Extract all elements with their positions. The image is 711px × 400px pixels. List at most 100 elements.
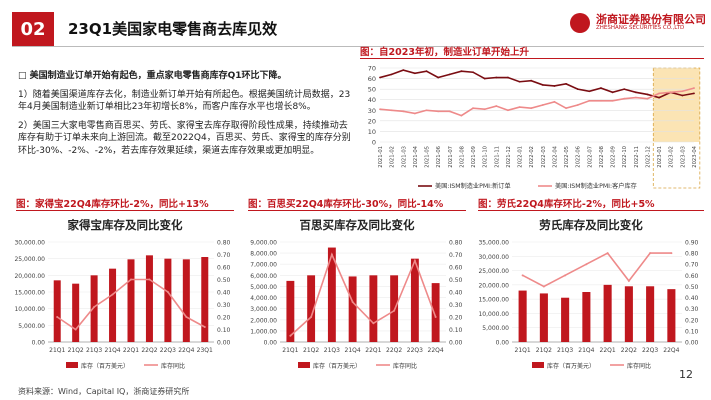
data-point (553, 100, 556, 103)
data-point (669, 91, 672, 94)
bar (624, 286, 633, 342)
y-tick-label: 30 (368, 107, 376, 115)
x-tick-label: 2021-12 (506, 146, 512, 168)
left-y-tick-label: 0.00 (264, 340, 278, 347)
left-y-tick-label: 2,000.00 (250, 317, 277, 324)
yoy-point (56, 316, 59, 318)
right-y-tick-label: 0.70 (685, 262, 699, 269)
x-tick-label: 22Q2 (386, 347, 402, 354)
bar (369, 275, 378, 342)
data-point (541, 104, 544, 106)
data-point (576, 88, 579, 91)
data-point (530, 79, 533, 82)
x-tick-label: 2023-02 (669, 146, 675, 168)
left-y-tick-label: 0.00 (496, 340, 510, 347)
right-y-tick-label: 0.50 (217, 277, 231, 284)
left-y-tick-label: 3,000.00 (250, 306, 277, 313)
right-y-tick-label: 0.10 (217, 327, 231, 334)
data-point (634, 91, 637, 94)
best-buy-combo-chart: 0.00 1,000.00 2,000.00 3,000.00 4,000.00 5,00… (250, 240, 463, 371)
bar (109, 268, 117, 342)
yoy-point (203, 326, 206, 328)
data-point (425, 109, 428, 112)
legend-label: 美国:ISM制造业PMI:新订单 (435, 182, 511, 190)
bar (582, 292, 591, 342)
data-point (507, 76, 509, 79)
right-y-tick-label: 0.40 (449, 290, 463, 297)
y-tick-label: 40 (368, 96, 376, 104)
x-tick-label: 23Q1 (197, 347, 213, 354)
page-title: 23Q1美国家电零售商去库见效 (68, 20, 278, 38)
data-point (483, 77, 486, 80)
home-depot-combo-chart: 0.00 5,000.00 10,000.00 15,000.00 20,000.00 2… (14, 240, 231, 371)
yoy-point (434, 316, 437, 318)
summary-headline: □ 美国制造业订单开始有起色，重点家电零售商库存Q1环比下降。 (18, 71, 287, 81)
x-tick-label: 22Q3 (642, 347, 658, 354)
left-y-tick-label: 6,000.00 (250, 273, 277, 280)
data-point (518, 106, 521, 109)
data-point (646, 93, 649, 96)
bar (667, 289, 676, 342)
summary-paragraph-2: 2）美国三大家电零售商百思买、劳氏、家得宝去库存取得阶段性成果，持续推动去库存有… (18, 120, 351, 156)
right-y-tick-label: 0.40 (217, 290, 231, 297)
right-y-tick-label: 0.80 (217, 240, 231, 247)
x-tick-label: 22Q4 (428, 347, 444, 354)
yoy-point (585, 263, 588, 266)
right-y-tick-label: 0.20 (217, 315, 231, 322)
x-tick-label: 21Q3 (324, 347, 340, 354)
legend-label: 美国:ISM制造业PMI:客户库存 (555, 182, 637, 190)
bar (201, 257, 209, 342)
x-tick-label: 22Q2 (621, 347, 637, 354)
x-tick-label: 21Q3 (557, 347, 573, 354)
legend-bar-label: 库存（百万美元） (547, 362, 595, 370)
left-y-tick-label: 5,000.00 (482, 325, 509, 332)
y-tick-label: 50 (368, 86, 376, 94)
source-note: 资料来源：Wind，Capital IQ，浙商证券研究所 (18, 387, 190, 396)
bar (431, 283, 440, 342)
legend-line-label: 库存同比 (161, 362, 185, 370)
data-point (623, 97, 626, 100)
data-point (658, 96, 661, 99)
left-y-tick-label: 5,000.00 (250, 284, 277, 291)
x-tick-label: 2021-04 (413, 145, 419, 167)
caption-lowes: 图：劳氏22Q4库存环比-2%，同比+5% (478, 199, 655, 210)
legend-bar-swatch (298, 362, 310, 368)
data-point (390, 73, 393, 76)
x-tick-label: 2021-09 (471, 146, 477, 168)
data-point (437, 110, 440, 113)
data-point (681, 90, 684, 93)
x-tick-label: 21Q2 (303, 347, 319, 354)
data-point (541, 84, 544, 86)
right-y-tick-label: 0.50 (449, 277, 463, 284)
yoy-point (372, 322, 375, 325)
left-y-tick-label: 4,000.00 (250, 295, 277, 302)
data-point (448, 110, 451, 113)
right-y-tick-label: 0.70 (449, 252, 463, 259)
yoy-line (522, 252, 672, 288)
bar (518, 290, 527, 342)
right-y-tick-label: 0.10 (449, 327, 463, 334)
x-tick-label: 22Q4 (178, 347, 194, 354)
data-point (379, 76, 381, 79)
right-y-tick-label: 0.00 (449, 340, 463, 347)
x-tick-label: 2022-08 (599, 146, 605, 168)
left-y-tick-label: 10,000.00 (14, 306, 45, 313)
right-y-tick-label: 0.70 (217, 252, 231, 259)
left-y-tick-label: 15,000.00 (14, 290, 45, 297)
left-y-tick-label: 20,000.00 (478, 282, 509, 289)
x-tick-label: 2022-07 (587, 146, 593, 168)
home-depot-chart-title: 家得宝库存及同比变化 (67, 218, 183, 232)
data-point (437, 76, 440, 79)
series-line-0 (379, 69, 695, 99)
best-buy-chart-title: 百思买库存及同比变化 (299, 218, 415, 232)
legend-bar-label: 库存（百万美元） (81, 362, 129, 370)
data-point (460, 70, 463, 73)
right-y-tick-label: 0.30 (449, 302, 463, 309)
pmi-line-chart: 0 10 20 30 40 50 60 70 2021-01 2021-02 2021-03 2021… (368, 65, 701, 190)
x-tick-label: 2021-06 (436, 146, 442, 168)
data-point (483, 108, 486, 111)
bar (561, 297, 570, 342)
x-tick-label: 2022-02 (529, 146, 535, 168)
yoy-point (166, 291, 169, 293)
data-point (402, 69, 405, 72)
